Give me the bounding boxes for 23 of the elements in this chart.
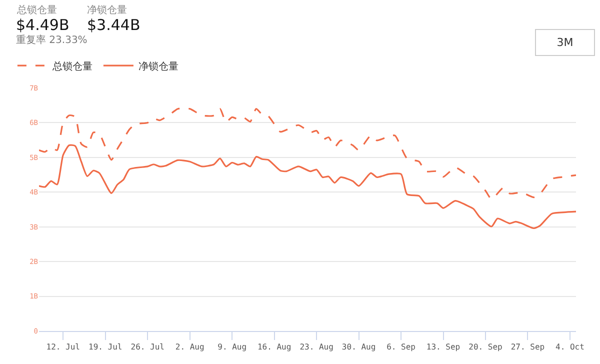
line-series — [39, 108, 576, 200]
x-tick-label: 2. Aug — [175, 342, 204, 352]
text: 总锁仓量 — [16, 4, 57, 16]
legend-label: 净锁仓量 — [138, 60, 178, 72]
x-tick-label: 20. Sep — [468, 342, 503, 352]
x-tick-label: 16. Aug — [257, 342, 292, 352]
legend-label: 总锁仓量 — [51, 60, 92, 72]
x-tick-label: 9. Aug — [218, 342, 247, 352]
text: $3.44B — [87, 16, 140, 34]
line-series — [39, 144, 576, 230]
x-tick-label: 6. Sep — [386, 342, 416, 352]
text: $4.49B — [16, 16, 70, 34]
x-tick-label: 27. Sep — [510, 342, 545, 352]
x-tick-label: 4. Oct — [556, 342, 585, 352]
x-tick-label: 26. Jul — [130, 342, 165, 352]
x-tick-label: 12. Jul — [46, 342, 80, 352]
text: 净锁仓量 — [87, 4, 127, 16]
x-tick-label: 30. Aug — [342, 342, 376, 352]
x-tick-label: 19. Jul — [88, 342, 122, 352]
text: 重复率 23.33% — [16, 34, 88, 46]
x-tick-label: 13. Sep — [426, 342, 460, 352]
x-tick-label: 23. Aug — [300, 342, 334, 352]
text: 3M — [556, 36, 574, 49]
